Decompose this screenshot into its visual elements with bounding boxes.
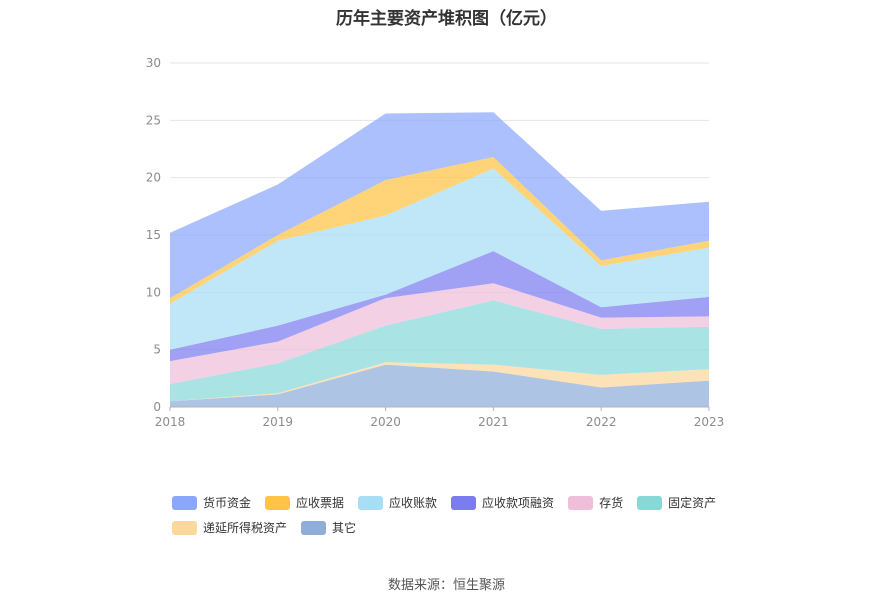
area-series-3 <box>170 283 709 385</box>
legend-item[interactable]: 货币资金 <box>172 494 251 511</box>
legend-swatch <box>172 495 197 510</box>
legend: 货币资金 应收票据 应收账款 应收款项融资 存货 固定资产递延所得税资产 其它 <box>172 494 792 544</box>
legend-item[interactable]: 应收账款 <box>358 494 437 511</box>
area-series-1 <box>170 362 709 402</box>
legend-swatch <box>451 495 477 510</box>
legend-label: 应收账款 <box>389 496 438 510</box>
x-tick-label: 2020 <box>370 415 401 429</box>
y-tick-label: 5 <box>153 343 161 357</box>
legend-label: 应收款项融资 <box>482 496 555 510</box>
legend-swatch <box>265 495 291 510</box>
area-series-layer <box>170 112 709 407</box>
legend-item[interactable]: 递延所得税资产 <box>172 519 287 536</box>
area-series-6 <box>170 157 709 304</box>
y-tick-label: 10 <box>146 285 161 299</box>
y-tick-label: 25 <box>146 113 161 127</box>
x-tick-label: 2019 <box>263 415 294 429</box>
legend-swatch <box>637 495 663 510</box>
legend-item[interactable]: 应收票据 <box>265 494 344 511</box>
area-series-7 <box>170 112 709 299</box>
axes: 0 5 10 15 20 25 30 2018 2019 2020 2021 2022 2023 <box>146 56 725 429</box>
y-tick-label: 20 <box>146 171 161 185</box>
area-series-5 <box>170 168 709 350</box>
area-series-4 <box>170 251 709 362</box>
area-series-2 <box>170 300 709 402</box>
legend-label: 存货 <box>599 496 624 510</box>
legend-item[interactable]: 应收款项融资 <box>451 494 554 511</box>
x-tick-label: 2018 <box>155 415 186 429</box>
y-tick-label: 15 <box>146 228 161 242</box>
x-tick-label: 2023 <box>694 415 725 429</box>
y-tick-label: 30 <box>146 56 161 70</box>
x-tick-label: 2022 <box>586 415 617 429</box>
legend-swatch <box>358 495 384 510</box>
legend-item[interactable]: 其它 <box>301 519 356 536</box>
area-series-0 <box>170 364 709 407</box>
legend-item[interactable]: 存货 <box>568 494 623 511</box>
legend-label: 应收票据 <box>296 496 345 510</box>
chart-title: 历年主要资产堆积图（亿元） <box>336 9 557 29</box>
legend-swatch <box>172 520 197 535</box>
legend-label: 货币资金 <box>203 496 252 510</box>
legend-label: 固定资产 <box>668 496 717 510</box>
legend-label: 其它 <box>332 521 357 535</box>
legend-swatch <box>568 495 594 510</box>
legend-swatch <box>301 520 327 535</box>
y-tick-label: 0 <box>153 400 161 414</box>
legend-label: 递延所得税资产 <box>203 521 288 535</box>
source-note: 数据来源：恒生聚源 <box>387 578 505 593</box>
x-tick-label: 2021 <box>478 415 509 429</box>
legend-item[interactable]: 固定资产 <box>637 494 716 511</box>
